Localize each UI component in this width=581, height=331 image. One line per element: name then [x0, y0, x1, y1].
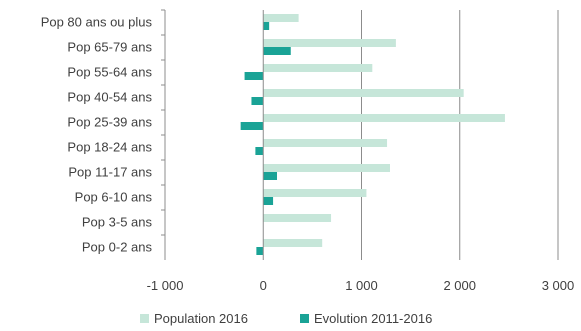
category-label: Pop 40-54 ans: [67, 90, 152, 105]
category-label: Pop 3-5 ans: [82, 215, 153, 230]
bar-population-2016: [263, 39, 396, 47]
bar-evolution-2011-2016: [263, 197, 274, 205]
bar-evolution-2011-2016: [263, 172, 278, 180]
bars: [240, 14, 505, 255]
bar-population-2016: [263, 139, 388, 147]
bar-population-2016: [263, 14, 299, 22]
bar-evolution-2011-2016: [251, 97, 264, 105]
legend-item-evolution-2011-2016: Evolution 2011-2016: [300, 311, 432, 326]
bar-population-2016: [263, 214, 332, 222]
legend-label: Population 2016: [154, 311, 248, 326]
category-label: Pop 11-17 ans: [68, 165, 152, 180]
bar-evolution-2011-2016: [244, 72, 264, 80]
bar-population-2016: [263, 89, 464, 97]
bar-population-2016: [263, 239, 323, 247]
bar-evolution-2011-2016: [240, 122, 264, 130]
bar-population-2016: [263, 64, 373, 72]
x-tick-label: 1 000: [345, 278, 378, 293]
category-label: Pop 25-39 ans: [67, 115, 152, 130]
bar-population-2016: [263, 114, 505, 122]
axes: [161, 9, 264, 260]
category-label: Pop 65-79 ans: [67, 40, 152, 55]
category-label: Pop 55-64 ans: [67, 65, 152, 80]
bar-evolution-2011-2016: [255, 147, 264, 155]
legend-label: Evolution 2011-2016: [314, 311, 432, 326]
legend-swatch: [300, 314, 309, 323]
bar-evolution-2011-2016: [263, 22, 270, 30]
category-label: Pop 18-24 ans: [67, 140, 152, 155]
x-tick-label: 3 000: [542, 278, 575, 293]
category-label: Pop 6-10 ans: [75, 190, 153, 205]
bar-population-2016: [263, 189, 367, 197]
legend-swatch: [140, 314, 149, 323]
x-tick-label: -1 000: [147, 278, 184, 293]
category-labels: Pop 80 ans ou plus Pop 65-79 ans Pop 55-64…: [41, 15, 153, 255]
category-label: Pop 0-2 ans: [82, 240, 153, 255]
x-tick-labels: -1 000 0 1 000 2 000 3 000: [147, 278, 575, 293]
bar-evolution-2011-2016: [256, 247, 264, 255]
bar-evolution-2011-2016: [263, 47, 291, 55]
category-label: Pop 80 ans ou plus: [41, 15, 153, 30]
legend: Population 2016 Evolution 2011-2016: [140, 311, 432, 326]
bar-population-2016: [263, 164, 390, 172]
x-tick-label: 2 000: [443, 278, 476, 293]
x-tick-label: 0: [260, 278, 267, 293]
gridlines: [164, 10, 559, 260]
legend-item-population-2016: Population 2016: [140, 311, 248, 326]
